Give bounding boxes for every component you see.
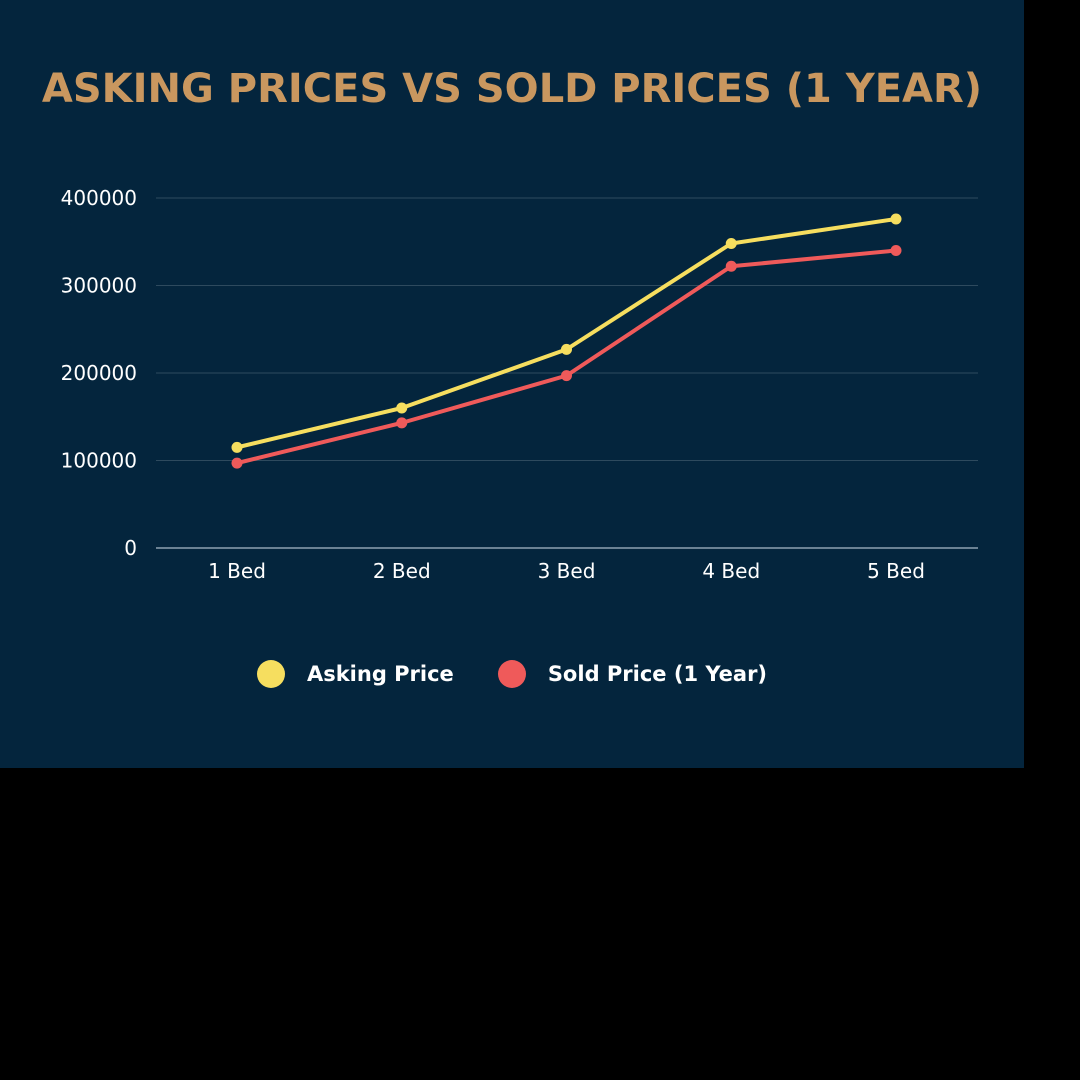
point-0-0 xyxy=(231,441,243,453)
point-1-1 xyxy=(396,417,408,429)
point-1-4 xyxy=(890,245,902,256)
legend-dot-sold xyxy=(497,660,526,688)
point-1-0 xyxy=(231,457,243,469)
y-tick-400000: 400000 xyxy=(61,186,137,210)
legend-dot-asking xyxy=(256,660,285,688)
x-tick-5-bed: 5 Bed xyxy=(867,559,925,583)
line-chart: 0 100000 200000 300000 400000 1 Bed 2 Bed 3 Be… xyxy=(61,186,978,583)
point-0-3 xyxy=(725,238,737,249)
chart-panel xyxy=(0,0,1024,768)
point-0-1 xyxy=(396,402,408,414)
legend-label-asking: Asking Price xyxy=(306,662,454,686)
chart-title: ASKING PRICES VS SOLD PRICES (1 YEAR) xyxy=(41,66,983,112)
point-0-2 xyxy=(561,343,572,355)
point-1-2 xyxy=(561,370,572,382)
legend-item-asking: Asking Price xyxy=(256,660,454,688)
x-axis: 1 Bed 2 Bed 3 Bed 4 Bed 5 Bed xyxy=(208,559,925,583)
y-tick-0: 0 xyxy=(124,536,137,560)
y-tick-300000: 300000 xyxy=(61,274,137,298)
y-tick-100000: 100000 xyxy=(61,449,137,473)
y-axis: 0 100000 200000 300000 400000 xyxy=(61,186,137,560)
series-lines xyxy=(235,217,898,466)
series-line-0 xyxy=(235,217,898,450)
point-1-3 xyxy=(725,260,737,272)
series-points xyxy=(231,213,902,469)
y-tick-200000: 200000 xyxy=(61,361,137,385)
legend-item-sold: Sold Price (1 Year) xyxy=(497,660,768,688)
x-tick-4-bed: 4 Bed xyxy=(702,559,760,583)
x-tick-1-bed: 1 Bed xyxy=(208,559,266,583)
legend-label-sold: Sold Price (1 Year) xyxy=(547,662,768,686)
legend: Asking Price Sold Price (1 Year) xyxy=(0,660,1024,688)
point-0-4 xyxy=(890,213,902,225)
x-tick-2-bed: 2 Bed xyxy=(373,559,431,583)
x-tick-3-bed: 3 Bed xyxy=(538,559,596,583)
series-line-1 xyxy=(235,248,898,466)
